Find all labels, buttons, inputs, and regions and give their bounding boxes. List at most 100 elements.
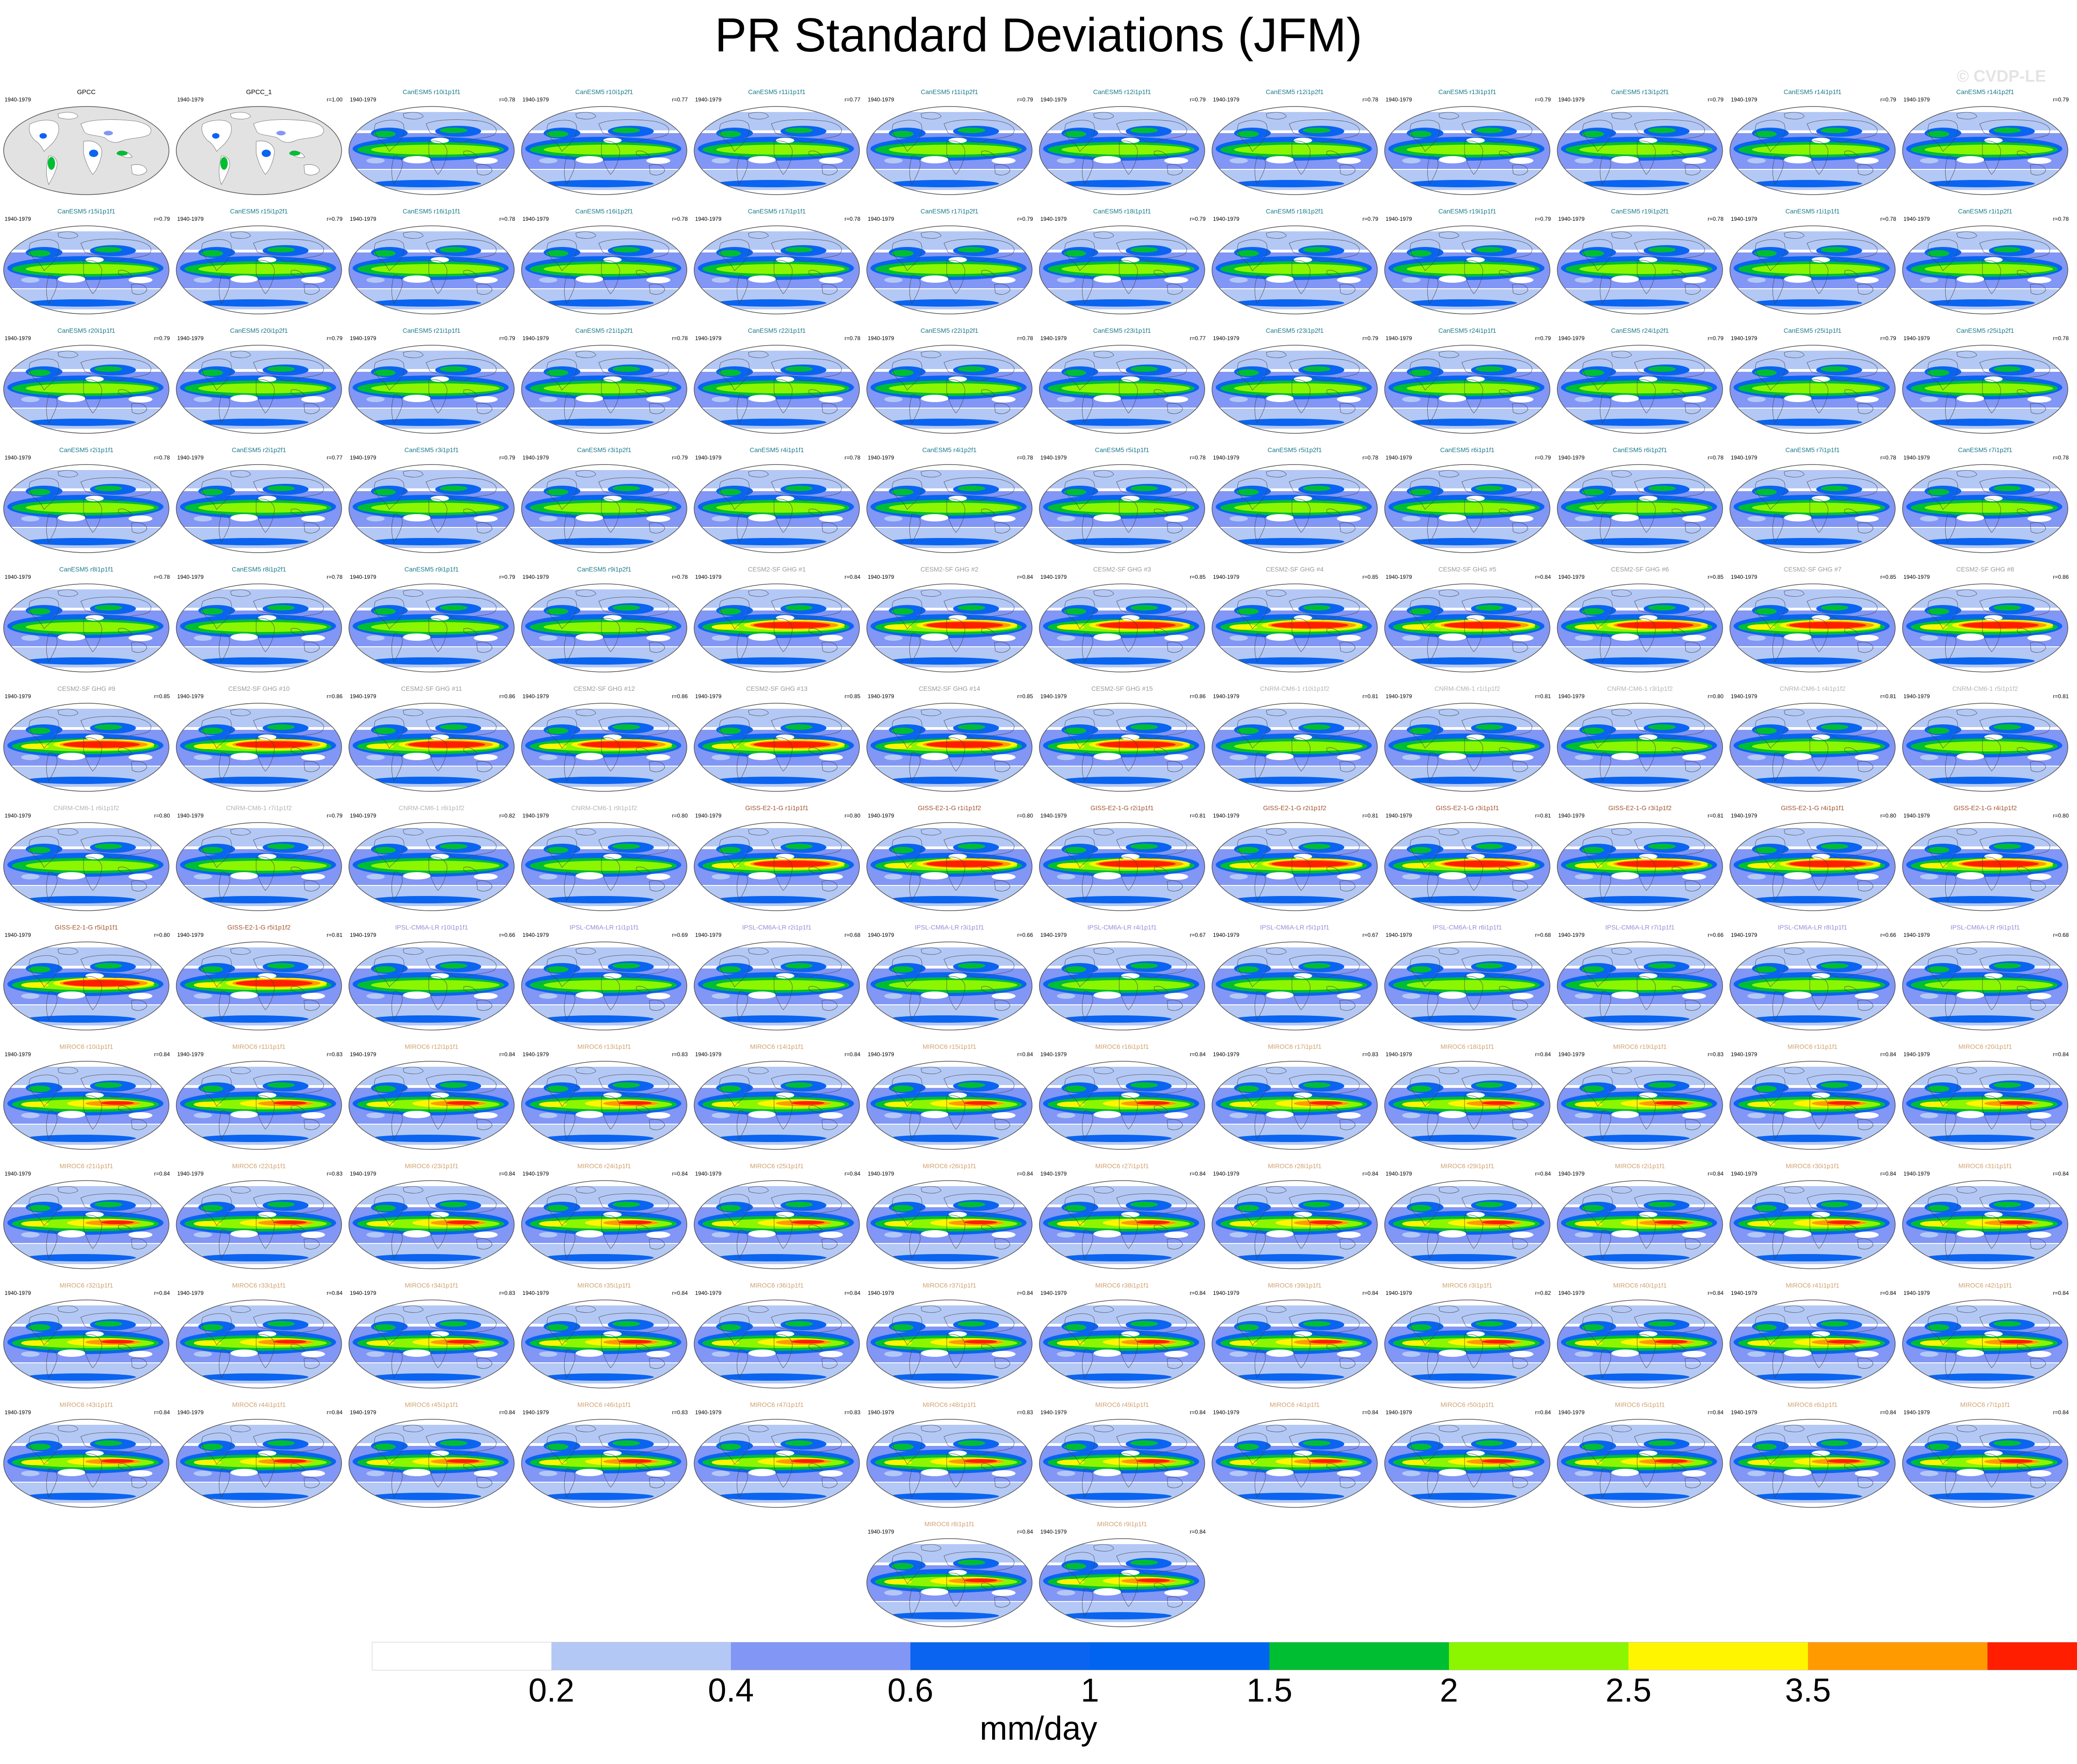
precip-contour: [785, 1440, 813, 1446]
precip-contour: [785, 247, 813, 252]
dry-zone: [1855, 874, 1879, 880]
coastline: [1289, 119, 1360, 143]
dry-zone: [992, 754, 1016, 761]
panel-title: MIROC6 r26i1p1f1: [922, 1162, 977, 1170]
map-panel: CanESM5 r11i1p1f1 1940-1979 r=0.77: [690, 83, 863, 201]
precip-contour: [371, 503, 500, 513]
robinson-map: [694, 1419, 860, 1508]
map-border: [176, 583, 342, 672]
robinson-map: [694, 822, 860, 911]
precip-band: [1385, 351, 1550, 369]
precip-contour: [1752, 299, 1862, 307]
precip-contour: [1648, 1202, 1676, 1207]
land-precip: [117, 151, 128, 156]
precip-contour: [1821, 844, 1848, 849]
coastline: [1611, 351, 1632, 358]
dry-zone: [1439, 1111, 1466, 1118]
coastline: [1427, 275, 1438, 304]
dry-zone: [1784, 1111, 1812, 1118]
precip-contour: [1582, 489, 1604, 495]
panel-correlation: r=0.80: [1880, 812, 1896, 819]
panel-period: 1940-1979: [522, 216, 549, 222]
dry-zone: [603, 973, 622, 979]
dry-zone: [474, 993, 498, 999]
precip-contour: [1237, 250, 1259, 257]
panel-correlation: r=0.78: [1707, 216, 1723, 222]
map-panel: GISS-E2-1-G r3i1p1f2 1940-1979 r=0.81: [1554, 799, 1726, 917]
dry-zone: [1920, 158, 1938, 163]
coastline: [1082, 633, 1093, 662]
panel-period: 1940-1979: [522, 693, 549, 700]
precip-contour: [785, 1082, 813, 1088]
coastline: [1339, 761, 1356, 772]
precip-contour: [26, 657, 136, 665]
precip-contour: [440, 486, 467, 491]
robinson-map: [521, 703, 687, 792]
panel-correlation: r=0.85: [1017, 693, 1033, 700]
coastline: [57, 351, 79, 358]
coastline: [1116, 597, 1187, 620]
map-panel: MIROC6 r20i1p1f1 1940-1979 r=0.84: [1899, 1037, 2071, 1156]
coastline: [303, 403, 320, 414]
coastline: [1583, 358, 1613, 391]
precip-band: [4, 231, 169, 250]
precip-contour: [884, 1460, 912, 1465]
panel-title: CanESM5 r14i1p2f1: [1956, 88, 2015, 95]
panel-period: 1940-1979: [522, 932, 549, 938]
panel-title: MIROC6 r12i1p1f1: [404, 1043, 459, 1050]
coastline: [892, 597, 922, 629]
precip-contour: [1962, 861, 2039, 867]
panel-period: 1940-1979: [695, 812, 722, 819]
dry-zone: [1337, 157, 1361, 164]
panel-title: CanESM5 r1i1p1f1: [1785, 207, 1840, 215]
precip-contour: [1061, 145, 1190, 155]
robinson-map: [1039, 583, 1205, 672]
robinson-map: [1557, 106, 1723, 195]
coastline: [1082, 752, 1093, 782]
precip-contour: [1755, 370, 1777, 376]
dry-zone: [1229, 635, 1248, 641]
precip-band: [1039, 112, 1205, 130]
dry-zone: [1920, 1471, 1938, 1476]
dry-zone: [366, 1232, 385, 1238]
coastline: [649, 761, 665, 772]
dry-zone: [1920, 1232, 1938, 1238]
coastline: [821, 403, 838, 414]
coastline: [575, 470, 596, 477]
coastline: [808, 270, 823, 277]
precip-contour: [26, 622, 154, 632]
dry-zone: [2027, 277, 2051, 283]
precip-band: [1903, 828, 2068, 846]
dry-zone: [431, 496, 449, 501]
robinson-map: [866, 583, 1033, 672]
dry-zone: [431, 1450, 449, 1456]
dry-zone: [1984, 973, 2003, 979]
dry-zone: [1575, 158, 1593, 163]
dry-zone: [58, 1350, 85, 1357]
coastline: [598, 716, 669, 739]
dry-zone: [1294, 1331, 1312, 1337]
panel-title: MIROC6 r38i1p1f1: [1095, 1282, 1149, 1289]
panel-period: 1940-1979: [868, 96, 894, 103]
dry-zone: [1094, 156, 1121, 163]
panel-correlation: r=0.84: [1362, 1290, 1378, 1296]
precip-contour: [612, 366, 640, 372]
panel-correlation: r=0.78: [672, 335, 688, 342]
precip-contour: [1925, 1493, 2035, 1500]
precip-band: [1730, 351, 1895, 369]
coastline: [1928, 597, 1958, 629]
dry-zone: [884, 1590, 903, 1596]
map-panel: CNRM-CM6-1 r4i1p1f2 1940-1979 r=0.81: [1726, 679, 1899, 798]
panel-period: 1940-1979: [1558, 574, 1585, 580]
precip-contour: [1271, 861, 1348, 867]
precip-band: [1212, 828, 1377, 846]
panel-period: 1940-1979: [522, 454, 549, 461]
coastline: [649, 284, 665, 295]
dry-zone: [1957, 395, 1984, 402]
panel-title: CanESM5 r1i1p2f1: [1958, 207, 2013, 215]
robinson-map: [1039, 1180, 1205, 1269]
coastline: [1326, 270, 1341, 277]
precip-contour: [1402, 1340, 1430, 1346]
coastline: [463, 151, 478, 158]
panel-correlation: r=0.78: [672, 216, 688, 222]
